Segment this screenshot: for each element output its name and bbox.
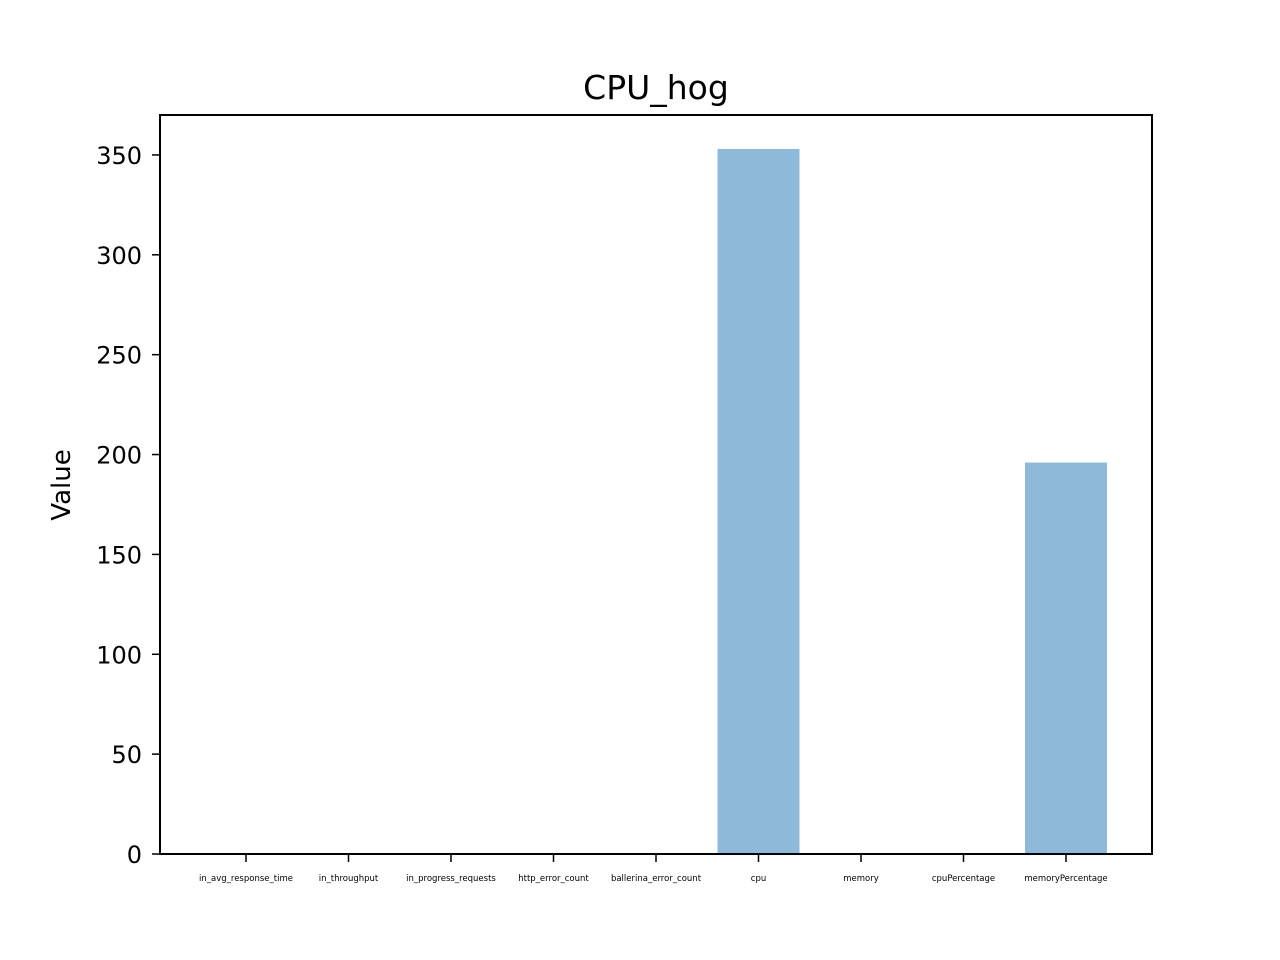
y-tick-label: 350 (96, 142, 142, 170)
y-tick-label: 150 (96, 541, 142, 569)
x-tick-label: cpuPercentage (932, 874, 995, 884)
y-axis-label: Value (47, 449, 77, 520)
y-tick-label: 0 (127, 841, 142, 869)
y-tick-label: 100 (96, 641, 142, 669)
y-axis-ticks: 0 50 100 150 200 250 300 350 (96, 142, 160, 869)
chart-title: CPU_hog (583, 68, 729, 107)
x-tick-label: cpu (751, 874, 766, 884)
x-tick-label: ballerina_error_count (611, 874, 702, 884)
x-tick-label: in_avg_response_time (199, 874, 293, 884)
y-tick-label: 50 (111, 741, 142, 769)
y-tick-label: 250 (96, 342, 142, 370)
x-tick-label: in_throughput (319, 874, 379, 884)
bar-cpu (717, 148, 800, 855)
x-axis-ticks: in_avg_response_time in_throughput in_prog… (199, 854, 1108, 884)
y-tick-label: 300 (96, 242, 142, 270)
x-tick-label: in_progress_requests (406, 874, 496, 884)
plot-frame (159, 114, 1153, 855)
bars-group (717, 148, 1107, 855)
bar-memoryPercentage (1025, 462, 1107, 854)
x-tick-label: memory (843, 874, 879, 884)
x-tick-label: http_error_count (518, 874, 589, 884)
x-tick-label: memoryPercentage (1024, 874, 1107, 884)
y-tick-label: 200 (96, 442, 142, 470)
